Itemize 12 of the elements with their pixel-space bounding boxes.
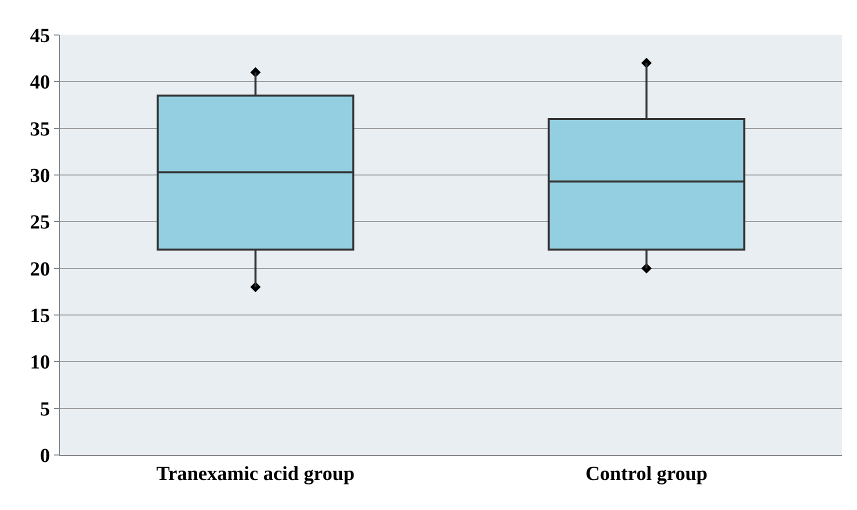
y-tick-label: 10 [30, 352, 50, 374]
y-tick-label: 40 [30, 72, 50, 94]
y-tick-label: 35 [30, 118, 50, 140]
y-tick-label: 45 [30, 25, 50, 47]
y-tick-label: 30 [30, 165, 50, 187]
x-tick-label: Control group [585, 463, 708, 485]
y-tick-label: 25 [30, 212, 50, 234]
y-tick-label: 5 [40, 398, 50, 420]
y-tick-label: 15 [30, 305, 50, 327]
y-tick-label: 0 [40, 445, 50, 467]
x-tick-label: Tranexamic acid group [156, 463, 355, 485]
y-tick-label: 20 [30, 258, 50, 280]
